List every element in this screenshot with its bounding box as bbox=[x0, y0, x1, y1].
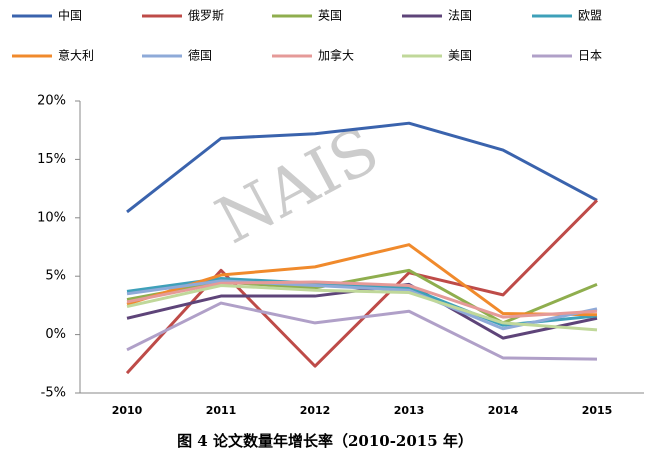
x-tick-label: 2015 bbox=[582, 404, 613, 417]
x-tick-label: 2012 bbox=[300, 404, 331, 417]
legend-label: 中国 bbox=[58, 8, 82, 23]
y-tick-label: 20% bbox=[37, 94, 66, 109]
legend-label: 美国 bbox=[448, 49, 472, 63]
y-tick-label: 15% bbox=[37, 152, 66, 167]
legend-label: 加拿大 bbox=[318, 48, 354, 63]
x-tick-label: 2011 bbox=[206, 404, 237, 417]
series-line bbox=[126, 284, 598, 332]
x-tick-label: 2014 bbox=[488, 404, 519, 417]
legend-label: 英国 bbox=[318, 9, 342, 23]
legend-label: 日本 bbox=[578, 49, 602, 63]
chart-title: 图 4 论文数量年增长率（2010-2015 年） bbox=[177, 432, 473, 450]
y-tick-label: 10% bbox=[37, 210, 66, 225]
series-line bbox=[126, 280, 598, 319]
series-line bbox=[126, 243, 598, 317]
series-line bbox=[126, 121, 598, 214]
legend-label: 意大利 bbox=[58, 48, 94, 63]
y-tick-label: 0% bbox=[45, 327, 66, 342]
x-tick-label: 2013 bbox=[394, 404, 425, 417]
series-line bbox=[126, 301, 598, 361]
legend-label: 俄罗斯 bbox=[188, 9, 224, 23]
y-tick-label: 5% bbox=[45, 269, 66, 284]
legend-label: 欧盟 bbox=[578, 9, 602, 23]
x-tick-label: 2010 bbox=[112, 404, 143, 417]
y-tick-label: -5% bbox=[41, 386, 66, 401]
legend-label: 德国 bbox=[188, 48, 212, 63]
legend-label: 法国 bbox=[448, 9, 472, 23]
